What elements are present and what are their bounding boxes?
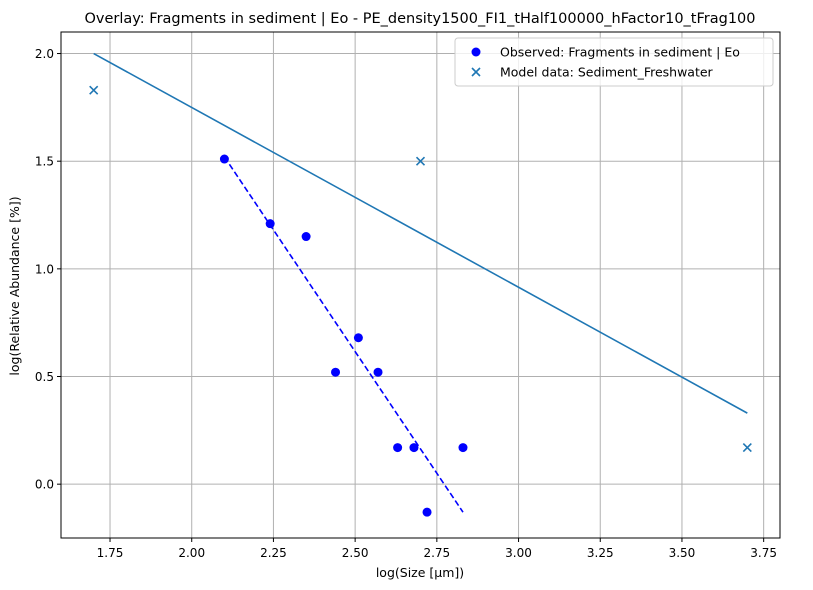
observed-point <box>458 443 468 453</box>
y-tick-label: 0.5 <box>35 370 54 384</box>
observed-point <box>353 333 363 343</box>
chart-title: Overlay: Fragments in sediment | Eo - PE… <box>84 11 755 27</box>
observed-point <box>422 507 432 517</box>
model-point <box>89 85 99 95</box>
observed-point <box>219 154 229 164</box>
y-tick-label: 2.0 <box>35 47 54 61</box>
y-tick-label: 1.5 <box>35 155 54 169</box>
x-tick-label: 3.00 <box>505 546 532 560</box>
legend-label-model: Model data: Sediment_Freshwater <box>500 65 714 80</box>
y-tick-label: 1.0 <box>35 262 54 276</box>
y-axis-title: log(Relative Abundance [%]) <box>7 196 22 375</box>
model-point-stroke <box>89 85 99 95</box>
model-fit-line <box>93 52 748 414</box>
observed-point <box>265 219 275 229</box>
model-point <box>742 443 752 453</box>
x-tick-label: 2.75 <box>423 546 450 560</box>
grid <box>61 32 780 538</box>
legend-label-observed: Observed: Fragments in sediment | Eo <box>500 45 740 60</box>
x-tick-label: 2.00 <box>178 546 205 560</box>
plot-marks <box>89 52 752 517</box>
observed-point <box>331 367 341 377</box>
x-tick-label: 2.25 <box>260 546 287 560</box>
legend-marker-model <box>471 67 481 77</box>
axes: 1.75 2.00 2.25 2.50 2.75 3.00 3.25 3.50 3.75 0.0 0… <box>35 31 781 560</box>
observed-point <box>393 443 403 453</box>
x-axis-title: log(Size [µm]) <box>376 565 464 580</box>
legend: Observed: Fragments in sediment | Eo Mod… <box>454 37 774 87</box>
x-tick-label: 2.50 <box>342 546 369 560</box>
observed-point <box>301 232 311 242</box>
model-point <box>415 156 426 166</box>
x-tick-label: 1.75 <box>97 546 124 560</box>
legend-marker-observed <box>471 47 481 57</box>
y-tick-label: 0.0 <box>35 478 54 492</box>
plot-frame <box>60 31 781 539</box>
x-tick-label: 3.25 <box>587 546 614 560</box>
observed-point <box>409 443 419 453</box>
x-tick-label: 3.50 <box>669 546 696 560</box>
model-point-stroke <box>415 156 426 166</box>
observed-fit-line <box>223 156 464 513</box>
model-point-stroke <box>742 443 752 453</box>
observed-point <box>373 367 383 377</box>
legend-box <box>454 37 774 87</box>
x-tick-label: 3.75 <box>750 546 777 560</box>
